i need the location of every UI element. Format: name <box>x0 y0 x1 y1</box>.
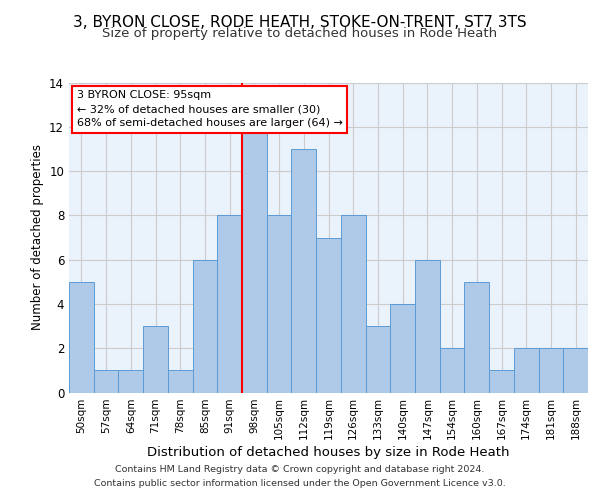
Bar <box>168 370 193 392</box>
Bar <box>563 348 588 393</box>
Bar <box>118 370 143 392</box>
Bar <box>489 370 514 392</box>
Text: 3 BYRON CLOSE: 95sqm
← 32% of detached houses are smaller (30)
68% of semi-detac: 3 BYRON CLOSE: 95sqm ← 32% of detached h… <box>77 90 343 128</box>
Text: Size of property relative to detached houses in Rode Heath: Size of property relative to detached ho… <box>103 28 497 40</box>
Text: Contains HM Land Registry data © Crown copyright and database right 2024.
Contai: Contains HM Land Registry data © Crown c… <box>94 466 506 487</box>
Bar <box>415 260 440 392</box>
Bar <box>242 127 267 392</box>
Y-axis label: Number of detached properties: Number of detached properties <box>31 144 44 330</box>
Bar <box>464 282 489 393</box>
Bar <box>539 348 563 393</box>
Bar <box>143 326 168 392</box>
Bar <box>69 282 94 393</box>
Bar <box>193 260 217 392</box>
Bar <box>267 216 292 392</box>
Bar <box>316 238 341 392</box>
Bar <box>292 149 316 392</box>
Bar <box>440 348 464 393</box>
Bar <box>94 370 118 392</box>
Text: 3, BYRON CLOSE, RODE HEATH, STOKE-ON-TRENT, ST7 3TS: 3, BYRON CLOSE, RODE HEATH, STOKE-ON-TRE… <box>73 15 527 30</box>
Bar <box>341 216 365 392</box>
Bar <box>365 326 390 392</box>
X-axis label: Distribution of detached houses by size in Rode Heath: Distribution of detached houses by size … <box>147 446 510 460</box>
Bar <box>514 348 539 393</box>
Bar <box>390 304 415 392</box>
Bar <box>217 216 242 392</box>
